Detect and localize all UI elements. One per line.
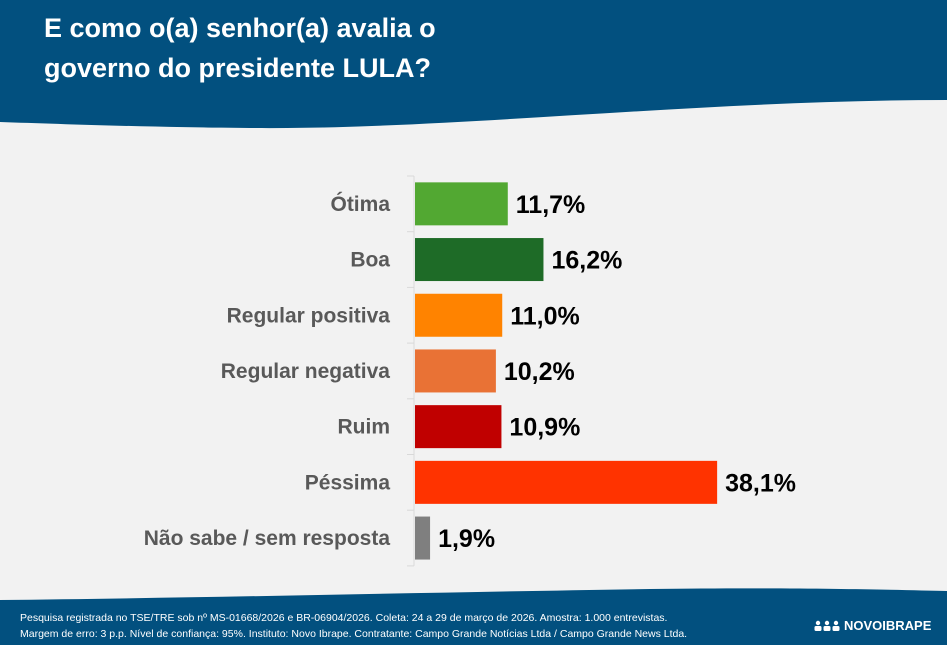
bar (415, 238, 544, 282)
bar (415, 182, 508, 226)
bar (415, 460, 718, 504)
value-label: 1,9% (438, 525, 495, 553)
value-label: 10,2% (504, 358, 575, 386)
brand-logo: NOVOIBRAPE (814, 618, 931, 633)
bar (415, 293, 503, 337)
title-line-2: governo do presidente LULA? (44, 53, 432, 83)
bars: Ótima 11,7% Boa 16,2% Regular positiva 11,0% R… (144, 182, 796, 560)
category-label: Regular negativa (221, 360, 391, 383)
page-title: E como o(a) senhor(a) avalia o governo d… (44, 8, 744, 88)
brand-name: NOVOIBRAPE (844, 618, 932, 633)
value-label: 11,0% (510, 302, 580, 330)
value-label: 10,9% (509, 414, 580, 442)
people-icon (814, 620, 840, 631)
category-label: Regular positiva (227, 304, 391, 327)
value-label: 16,2% (551, 247, 622, 275)
bar (415, 349, 496, 393)
footer-line-2: Margem de erro: 3 p.p. Nível de confianç… (20, 628, 688, 640)
footer-line-1: Pesquisa registrada no TSE/TRE sob nº MS… (20, 612, 668, 624)
y-axis (407, 175, 415, 567)
value-label: 38,1% (725, 469, 796, 497)
header-wave (0, 0, 947, 129)
category-label: Boa (350, 249, 390, 272)
footer-note: Pesquisa registrada no TSE/TRE sob nº MS… (20, 610, 810, 642)
footer-wave (0, 588, 947, 645)
category-label: Ruim (338, 416, 391, 439)
category-label: Péssima (305, 471, 391, 494)
bar (415, 405, 502, 449)
value-label: 11,7% (516, 191, 586, 219)
bar (415, 516, 431, 560)
title-line-1: E como o(a) senhor(a) avalia o (44, 13, 436, 43)
category-label: Ótima (330, 192, 390, 216)
category-label: Não sabe / sem resposta (144, 527, 391, 550)
